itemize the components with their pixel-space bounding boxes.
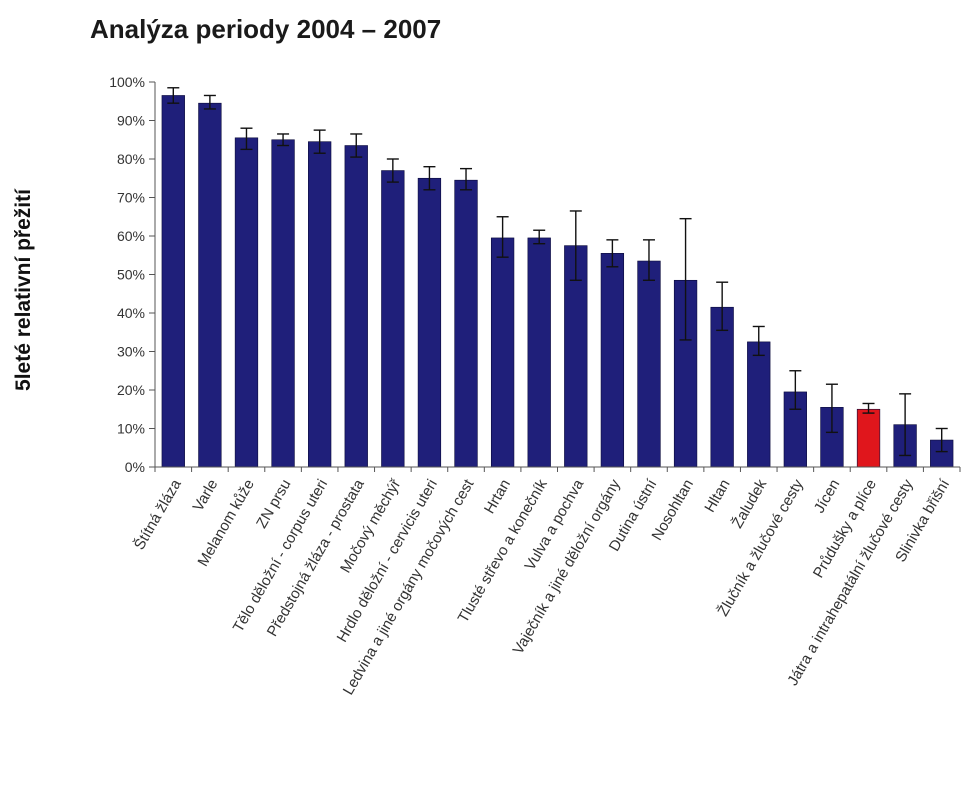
bar [454,179,478,468]
error-bar [862,402,875,414]
category-label: Štítná žláza [131,476,185,553]
y-axis-ticks: 0% 10% 20% 30% 40% 50% 60% 70% 80% 90% 100% [109,74,155,475]
error-bar [533,229,546,245]
error-bar [496,216,509,258]
y-tick-label: 60% [117,228,145,244]
error-bar [167,87,180,104]
y-tick-label: 40% [117,305,145,321]
error-bars-group [167,87,948,457]
category-label: Varle [190,477,222,515]
bar [344,145,368,468]
error-bar [606,239,619,268]
y-tick-label: 70% [117,190,145,206]
error-bar [313,129,326,154]
error-bar [642,239,655,281]
y-tick-label: 80% [117,151,145,167]
y-tick-label: 50% [117,267,145,283]
bar [381,170,405,468]
bar [308,141,332,468]
bar [161,95,185,468]
category-label: Jícen [811,477,844,517]
error-bar [716,281,729,332]
error-bar [386,158,399,183]
bar [856,408,881,468]
error-bar [679,217,692,341]
bar [490,237,515,468]
y-tick-label: 20% [117,382,145,398]
bar [637,260,661,468]
y-tick-label: 100% [109,74,145,90]
bars-group [161,95,954,468]
error-bar [460,167,473,191]
error-bar [752,325,765,357]
bar [271,139,295,468]
error-bar [935,427,948,453]
axes [154,82,961,472]
bar [600,253,625,468]
category-label: Hltan [701,477,733,516]
error-bar [423,165,436,191]
bar [710,306,734,468]
bar [234,137,259,468]
category-label: ZN prsu [253,477,294,532]
error-bar [240,127,253,151]
error-bar [569,210,582,281]
category-label: Hrtan [481,477,514,517]
bar [198,102,222,468]
error-bar [789,370,802,410]
error-bar [350,133,363,158]
y-tick-label: 0% [125,459,145,475]
y-tick-label: 90% [117,113,145,129]
error-bar [899,393,912,457]
bar [527,237,551,468]
error-bar [203,94,216,110]
error-bar [825,383,838,434]
y-tick-label: 30% [117,344,145,360]
chart-title: Analýza periody 2004 – 2007 [90,14,442,44]
error-bar [277,133,290,147]
bar [747,341,771,468]
y-tick-label: 10% [117,421,145,437]
bar [417,177,442,468]
